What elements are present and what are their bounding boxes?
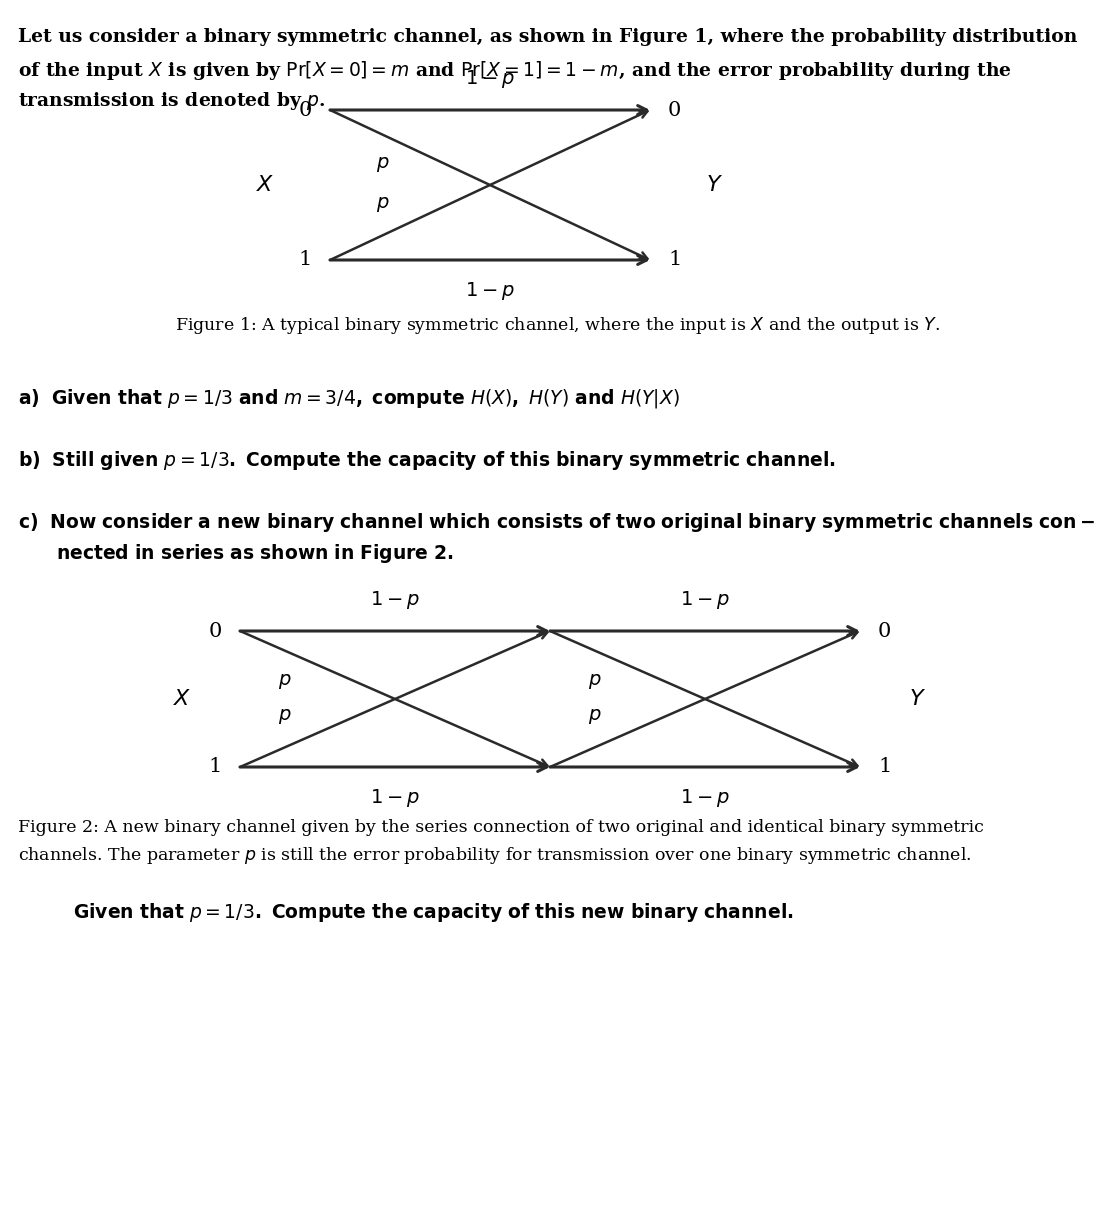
Text: $1-p$: $1-p$ — [465, 68, 514, 90]
Text: $Y$: $Y$ — [910, 688, 926, 710]
Text: $\mathbf{a)}$  $\mathbf{Given\ that}$ $p=1/3$ $\mathbf{and}$ $m=3/4$$\mathbf{,\ : $\mathbf{a)}$ $\mathbf{Given\ that}$ $p=… — [18, 387, 680, 410]
Text: 1: 1 — [668, 251, 682, 269]
Text: $X$: $X$ — [256, 173, 275, 196]
Text: 0: 0 — [878, 621, 892, 641]
Text: $\mathbf{nected\ in\ series\ as\ shown\ in\ Figure\ 2.}$: $\mathbf{nected\ in\ series\ as\ shown\ … — [56, 542, 454, 565]
Text: 0: 0 — [209, 621, 222, 641]
Text: $p$: $p$ — [588, 707, 602, 727]
Text: $Y$: $Y$ — [706, 173, 723, 196]
Text: $1-p$: $1-p$ — [465, 280, 514, 303]
Text: 0: 0 — [668, 101, 682, 119]
Text: 1: 1 — [878, 758, 892, 776]
Text: channels. The parameter $p$ is still the error probability for transmission over: channels. The parameter $p$ is still the… — [18, 845, 972, 866]
Text: $\mathbf{b)}$  $\mathbf{Still\ given}$ $p=1/3$$\mathbf{.\ Compute\ the\ capacity: $\mathbf{b)}$ $\mathbf{Still\ given}$ $p… — [18, 449, 836, 472]
Text: $1-p$: $1-p$ — [371, 589, 420, 611]
Text: of the input $X$ is given by $\mathrm{Pr}[X=0]=m$ and $\mathrm{Pr}[X=1]=1-m$, an: of the input $X$ is given by $\mathrm{Pr… — [18, 59, 1011, 82]
Text: $p$: $p$ — [376, 155, 389, 175]
Text: $p$: $p$ — [278, 672, 291, 690]
Text: Figure 1: A typical binary symmetric channel, where the input is $X$ and the out: Figure 1: A typical binary symmetric cha… — [175, 315, 941, 336]
Text: transmission is denoted by $p$.: transmission is denoted by $p$. — [18, 90, 326, 112]
Text: 0: 0 — [299, 101, 312, 119]
Text: 1: 1 — [209, 758, 222, 776]
Text: $1-p$: $1-p$ — [371, 787, 420, 809]
Text: $X$: $X$ — [173, 688, 191, 710]
Text: $p$: $p$ — [588, 672, 602, 690]
Text: $1-p$: $1-p$ — [680, 589, 730, 611]
Text: Let us consider a binary symmetric channel, as shown in Figure 1, where the prob: Let us consider a binary symmetric chann… — [18, 28, 1077, 46]
Text: $p$: $p$ — [376, 196, 389, 214]
Text: $p$: $p$ — [278, 707, 291, 727]
Text: 1: 1 — [299, 251, 312, 269]
Text: $\mathbf{c)}$  $\mathbf{Now\ consider\ a\ new\ binary\ channel\ which\ consists\: $\mathbf{c)}$ $\mathbf{Now\ consider\ a\… — [18, 510, 1095, 534]
Text: $\mathbf{Given\ that}$ $p=1/3$$\mathbf{.\ Compute\ the\ capacity\ of\ this\ new\: $\mathbf{Given\ that}$ $p=1/3$$\mathbf{.… — [73, 902, 793, 924]
Text: Figure 2: A new binary channel given by the series connection of two original an: Figure 2: A new binary channel given by … — [18, 819, 984, 836]
Text: $1-p$: $1-p$ — [680, 787, 730, 809]
